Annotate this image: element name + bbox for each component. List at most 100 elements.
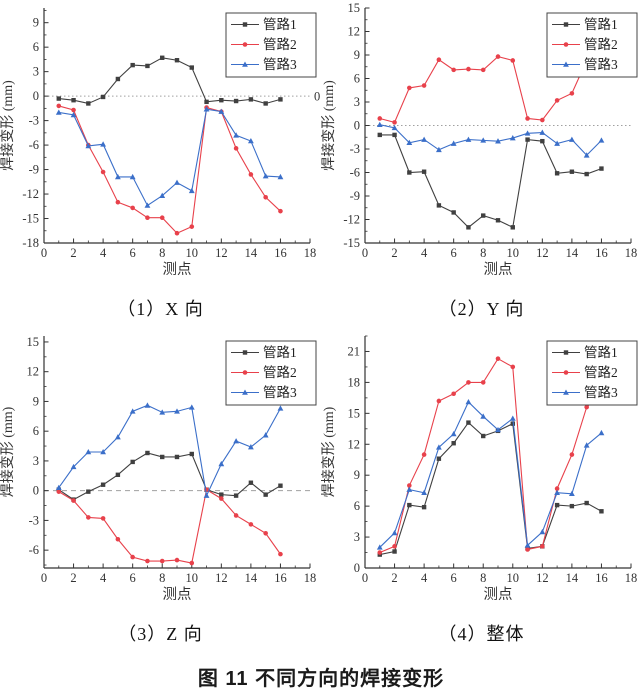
- chart-1-x-direction: 0 0 2 4 6 8 10 12 14 16 18 -18 -15 -12 -9 -6 -3 0 3 6 9 测点 焊接变…: [0, 8, 320, 278]
- svg-text:管路1: 管路1: [263, 17, 297, 32]
- svg-text:管路2: 管路2: [584, 365, 618, 380]
- chart-2-y-direction: 0 2 4 6 8 10 12 14 16 18 -15 -12 -9 -6 -3 0 3 6 9 12 15 测点 焊接变…: [321, 1, 638, 278]
- svg-text:-12: -12: [343, 213, 360, 227]
- svg-text:18: 18: [304, 246, 317, 260]
- svg-text:2: 2: [391, 571, 397, 585]
- svg-text:0: 0: [41, 571, 47, 585]
- svg-text:管路3: 管路3: [263, 57, 297, 72]
- svg-text:2: 2: [391, 246, 397, 260]
- svg-text:14: 14: [566, 571, 579, 585]
- svg-text:4: 4: [100, 246, 107, 260]
- svg-text:16: 16: [274, 246, 287, 260]
- svg-text:-6: -6: [350, 166, 360, 180]
- svg-text:-6: -6: [29, 543, 39, 557]
- svg-text:6: 6: [451, 246, 457, 260]
- svg-text:管路3: 管路3: [263, 385, 297, 400]
- subcaption-3: （3）Z 向: [118, 624, 203, 644]
- svg-text:0: 0: [33, 484, 39, 498]
- svg-text:-9: -9: [29, 163, 39, 177]
- svg-text:4: 4: [421, 246, 428, 260]
- svg-text:12: 12: [536, 571, 549, 585]
- svg-text:10: 10: [507, 571, 520, 585]
- svg-text:8: 8: [159, 571, 165, 585]
- svg-text:15: 15: [27, 335, 40, 349]
- svg-text:6: 6: [354, 72, 360, 86]
- svg-text:管路3: 管路3: [584, 57, 618, 72]
- svg-text:18: 18: [625, 571, 638, 585]
- subcaption-1: （1）X 向: [117, 299, 204, 319]
- svg-text:12: 12: [215, 246, 228, 260]
- svg-text:6: 6: [33, 40, 39, 54]
- svg-text:9: 9: [354, 48, 360, 62]
- svg-text:15: 15: [348, 406, 361, 420]
- svg-text:12: 12: [348, 25, 361, 39]
- svg-text:-9: -9: [350, 189, 360, 203]
- chart-cell-1: 0 0 2 4 6 8 10 12 14 16 18 -18 -15 -12 -9 -6 -3 0 3 6 9 测点 焊接变…: [0, 0, 321, 328]
- svg-text:21: 21: [348, 344, 361, 358]
- svg-text:测点: 测点: [484, 586, 513, 603]
- svg-text:9: 9: [33, 394, 39, 408]
- svg-text:9: 9: [33, 16, 39, 30]
- svg-text:10: 10: [186, 246, 199, 260]
- svg-text:-15: -15: [22, 212, 39, 226]
- svg-text:3: 3: [354, 95, 360, 109]
- svg-text:测点: 测点: [163, 586, 192, 603]
- svg-text:2: 2: [70, 571, 76, 585]
- svg-text:0: 0: [362, 246, 368, 260]
- svg-text:8: 8: [480, 246, 486, 260]
- svg-text:14: 14: [566, 246, 579, 260]
- svg-text:0: 0: [362, 571, 368, 585]
- svg-text:-3: -3: [29, 513, 39, 527]
- chart-cell-3: 0 2 4 6 8 10 12 14 16 18 -6 -3 0 3 6 9 12 15 测点 焊接变形 (mm) 管路…: [0, 328, 321, 653]
- svg-text:焊接变形 (mm): 焊接变形 (mm): [321, 80, 337, 171]
- svg-text:测点: 测点: [484, 261, 513, 278]
- svg-text:14: 14: [245, 571, 258, 585]
- svg-text:18: 18: [348, 375, 361, 389]
- svg-text:3: 3: [33, 454, 39, 468]
- svg-text:14: 14: [245, 246, 258, 260]
- chart-4-overall: 0 2 4 6 8 10 12 14 16 18 0 3 6 9 12 15 18 21 测点 焊接变形 (mm) 管路…: [321, 335, 638, 603]
- svg-text:焊接变形 (mm): 焊接变形 (mm): [0, 406, 16, 497]
- svg-text:焊接变形 (mm): 焊接变形 (mm): [0, 80, 16, 171]
- svg-text:管路1: 管路1: [584, 345, 618, 360]
- subcaption-4: （4）整体: [438, 624, 525, 644]
- svg-text:12: 12: [348, 437, 361, 451]
- svg-text:2: 2: [70, 246, 76, 260]
- svg-text:-15: -15: [343, 236, 360, 250]
- svg-text:15: 15: [348, 1, 361, 15]
- svg-text:焊接变形 (mm): 焊接变形 (mm): [321, 406, 337, 497]
- svg-text:6: 6: [130, 571, 136, 585]
- svg-text:16: 16: [595, 571, 608, 585]
- svg-text:管路1: 管路1: [263, 345, 297, 360]
- svg-text:-12: -12: [22, 187, 39, 201]
- svg-text:0: 0: [41, 246, 47, 260]
- svg-text:10: 10: [186, 571, 199, 585]
- svg-text:0: 0: [33, 89, 39, 103]
- figure-caption: 图 11 不同方向的焊接变形: [197, 667, 445, 690]
- subcaption-2: （2）Y 向: [438, 299, 525, 319]
- svg-text:10: 10: [507, 246, 520, 260]
- svg-text:管路3: 管路3: [584, 385, 618, 400]
- svg-text:0: 0: [314, 90, 320, 104]
- svg-text:9: 9: [354, 468, 360, 482]
- chart-cell-2: 0 2 4 6 8 10 12 14 16 18 -15 -12 -9 -6 -3 0 3 6 9 12 15 测点 焊接变…: [321, 0, 642, 328]
- svg-text:0: 0: [354, 561, 360, 575]
- svg-text:6: 6: [130, 246, 136, 260]
- svg-text:6: 6: [33, 424, 39, 438]
- svg-text:12: 12: [27, 365, 40, 379]
- svg-text:3: 3: [33, 65, 39, 79]
- svg-text:4: 4: [421, 571, 428, 585]
- chart-3-z-direction: 0 2 4 6 8 10 12 14 16 18 -6 -3 0 3 6 9 12 15 测点 焊接变形 (mm) 管路…: [0, 335, 317, 603]
- svg-text:-3: -3: [29, 114, 39, 128]
- svg-text:3: 3: [354, 530, 360, 544]
- svg-text:6: 6: [354, 499, 360, 513]
- svg-text:管路2: 管路2: [263, 37, 297, 52]
- svg-text:-6: -6: [29, 138, 39, 152]
- svg-text:管路2: 管路2: [584, 37, 618, 52]
- svg-text:16: 16: [595, 246, 608, 260]
- svg-text:-3: -3: [350, 142, 360, 156]
- svg-text:测点: 测点: [163, 261, 192, 278]
- svg-text:0: 0: [354, 119, 360, 133]
- svg-text:8: 8: [480, 571, 486, 585]
